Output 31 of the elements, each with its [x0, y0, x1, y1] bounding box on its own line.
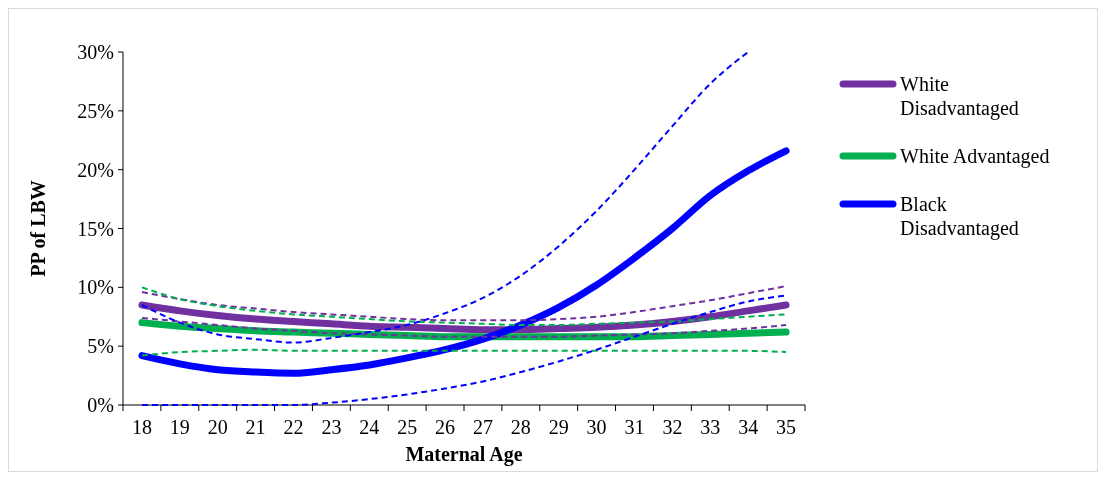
x-tick-label: 33 — [700, 416, 721, 438]
x-tick-label: 26 — [435, 416, 456, 438]
y-tick-label: 20% — [77, 158, 114, 181]
x-tick-label: 34 — [738, 416, 759, 438]
x-axis-title: Maternal Age — [405, 443, 523, 466]
y-axis-title: PP of LBW — [27, 180, 49, 277]
legend-label: White Disadvantaged — [900, 73, 1019, 120]
x-tick-label: 31 — [624, 416, 645, 438]
x-tick-label: 21 — [245, 416, 266, 438]
x-tick-label: 19 — [169, 416, 190, 438]
x-tick-label: 28 — [510, 416, 531, 438]
y-tick-label: 0% — [87, 394, 114, 416]
x-tick-label: 23 — [321, 416, 342, 438]
x-tick-label: 20 — [207, 416, 228, 438]
x-tick-label: 25 — [397, 416, 418, 438]
y-tick-label: 10% — [77, 276, 114, 299]
y-tick-label: 30% — [77, 41, 114, 63]
x-tick-label: 18 — [131, 416, 152, 438]
y-tick-label: 5% — [87, 335, 114, 358]
x-tick-label: 27 — [472, 416, 493, 438]
x-tick-label: 29 — [548, 416, 569, 438]
x-tick-label: 24 — [359, 416, 380, 438]
x-tick-label: 32 — [662, 416, 683, 438]
x-tick-label: 22 — [283, 416, 304, 438]
x-tick-label: 35 — [776, 416, 797, 438]
legend-label: Black Disadvantaged — [900, 193, 1019, 240]
line-series — [140, 51, 750, 344]
legend-label: White Advantaged — [900, 145, 1050, 168]
y-tick-label: 15% — [77, 217, 114, 240]
x-tick-label: 30 — [586, 416, 607, 438]
y-tick-label: 25% — [77, 99, 114, 122]
